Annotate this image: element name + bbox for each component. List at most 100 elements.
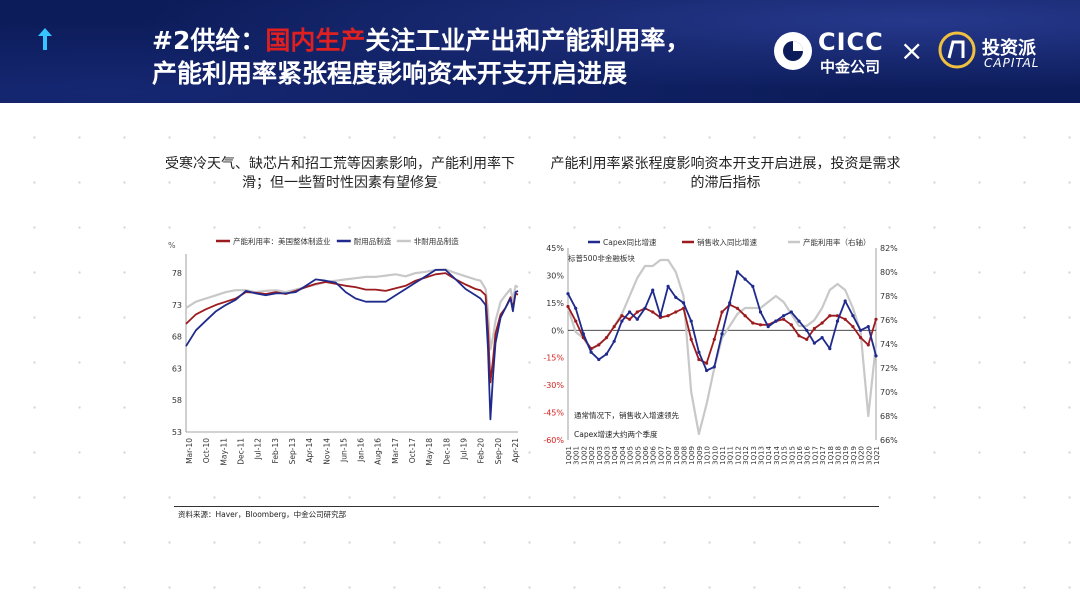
chart2-series-point: [805, 328, 809, 332]
chart2-x-tick: 1Q06: [642, 445, 650, 464]
chart2-x-tick: 1Q05: [627, 446, 635, 465]
chart2-series-point: [635, 317, 639, 321]
chart2-series-point: [735, 306, 739, 310]
chart2-series-point: [658, 314, 662, 318]
tzp-logo-icon: [938, 31, 976, 69]
chart2-x-tick: 1Q09: [688, 446, 696, 465]
chart2-series-point: [651, 310, 655, 314]
chart1-x-tick: Sep-20: [494, 438, 503, 465]
chart2-y-tick-left: 0%: [551, 326, 564, 335]
chart2-legend-label: 销售收入同比增速: [697, 237, 757, 247]
chart1-y-tick: 73: [172, 301, 182, 310]
chart2-x-tick: 3Q07: [665, 446, 673, 465]
chart1-y-tick: 58: [172, 396, 182, 405]
chart2-y-tick-right: 72%: [880, 364, 898, 373]
source-note: 资料来源：Haver，Bloomberg，中金公司研究部: [178, 510, 347, 519]
chart1-series-line: [185, 269, 519, 421]
chart1-x-tick: May-11: [219, 438, 228, 466]
chart2-series-point: [797, 334, 801, 338]
chart2-x-tick: 1Q18: [827, 446, 835, 465]
chart2-series-point: [705, 368, 709, 373]
chart1-x-tick: Nov-14: [322, 438, 331, 465]
chart2-series-point: [728, 301, 732, 305]
chart2-x-tick: 1Q17: [811, 446, 819, 465]
cicc-logo-subtext: 中金公司: [820, 58, 881, 76]
chart1-x-tick: Jun-15: [339, 438, 348, 463]
chart2-x-tick: 1Q12: [734, 446, 742, 465]
collab-times-icon: ×: [900, 34, 924, 67]
chart1-x-tick: Sep-13: [288, 438, 297, 465]
chart1-legend-label: 产能利用率：美国整体制造业: [233, 236, 331, 246]
chart2-series-line: [567, 270, 877, 372]
chart1-x-tick: Feb-13: [271, 438, 280, 464]
chart2-series-point: [628, 317, 632, 321]
chart1-x-tick: Oct-10: [202, 438, 211, 463]
chart2-x-tick: 3Q18: [835, 446, 843, 465]
header-banner: #2供给：国内生产关注工业产出和产能利用率， 产能利用率紧张程度影响资本开支开启…: [0, 0, 1080, 103]
chart2-x-tick: 1Q14: [765, 445, 773, 464]
chart2-y-tick-left: -60%: [543, 436, 564, 445]
chart2-y-tick-left: 15%: [546, 299, 564, 308]
chart1-x-tick: Aug-16: [374, 438, 383, 465]
chart2-series-point: [689, 337, 693, 341]
page-title-prefix: #2供给：: [152, 26, 266, 55]
chart2-y-tick-left: -15%: [543, 354, 564, 363]
page-title: #2供给：国内生产关注工业产出和产能利用率， 产能利用率紧张程度影响资本开支开启…: [152, 24, 690, 90]
chart2-x-tick: 1Q21: [873, 446, 881, 465]
chart2-x-tick: 1Q03: [596, 446, 604, 465]
chart2-x-tick: 3Q08: [681, 446, 689, 465]
chart1-x-tick: Apr-14: [305, 438, 314, 463]
chart2-series-point: [843, 317, 847, 321]
cicc-logo-icon: [774, 32, 812, 70]
page-title-highlight: 国内生产: [265, 26, 366, 55]
chart1-series-line: [185, 268, 519, 351]
chart1-y-tick: 68: [172, 333, 182, 342]
chart2-series-point: [789, 310, 793, 314]
chart1-x-tick: Dec-11: [236, 438, 245, 465]
chart2-x-tick: 3Q05: [634, 446, 642, 465]
chart2-legend-label: Capex同比增速: [603, 237, 657, 247]
source-divider: [174, 506, 879, 507]
chart2-x-tick: 3Q13: [758, 446, 766, 465]
chart2-series-point: [758, 323, 763, 327]
chart2-x-tick: 3Q14: [773, 445, 781, 464]
chart2-series-point: [735, 270, 739, 274]
chart2-annotation-2: Capex增速大约两个季度: [574, 429, 658, 439]
chart2-series-point: [866, 343, 870, 347]
chart2-series-point: [674, 310, 678, 314]
chart2-series-point: [597, 357, 601, 362]
chart2-series-point: [574, 319, 578, 323]
chart2-x-tick: 1Q15: [781, 446, 789, 465]
chart2-series-point: [782, 317, 786, 321]
chart2-legend-label: 产能利用率（右轴）: [803, 237, 871, 247]
chart2-x-tick: 3Q06: [650, 445, 658, 464]
chart2-series-point: [674, 295, 678, 299]
chart2-series-point: [828, 314, 832, 318]
chart1-title: 受寒冷天气、缺芯片和招工荒等因素影响，产能利用率下滑；但一些暂时性因素有望修复: [165, 156, 515, 191]
arrow-up-icon: [38, 28, 52, 50]
chart2-y-tick-right: 80%: [880, 268, 898, 277]
chart2-series-point: [566, 304, 570, 309]
chart2-y-tick-right: 68%: [880, 412, 898, 421]
chart2-series-point: [597, 343, 601, 347]
chart2-y-tick-right: 70%: [880, 388, 898, 397]
chart2-series-point: [751, 284, 755, 288]
chart2-series-point: [835, 319, 840, 323]
chart2-series-point: [604, 336, 609, 340]
chart2-series-point: [574, 306, 578, 310]
tzp-logo-text: 投资派: [982, 38, 1036, 59]
chart2-series-point: [666, 314, 670, 318]
chart2-series-point: [612, 339, 616, 343]
chart2-title: 产能利用率紧张程度影响资本开支开启进展，投资是需求的滞后指标: [550, 156, 901, 191]
chart2-capex-sales: -60% -45% -30% -15% 0% 15% 30% 45% 66% 68% 70% 72% 7…: [540, 232, 900, 472]
chart2-series-point: [643, 306, 647, 310]
chart2-series-point: [620, 314, 624, 318]
chart2-y-tick-right: 78%: [880, 292, 898, 301]
chart2-series-point: [743, 314, 747, 318]
chart2-series-point: [820, 321, 824, 325]
chart2-series-point: [689, 319, 693, 323]
chart1-y-tick: 63: [172, 364, 182, 373]
chart2-series-point: [859, 328, 863, 332]
chart2-series-point: [743, 277, 747, 281]
chart2-series-point: [820, 336, 824, 340]
